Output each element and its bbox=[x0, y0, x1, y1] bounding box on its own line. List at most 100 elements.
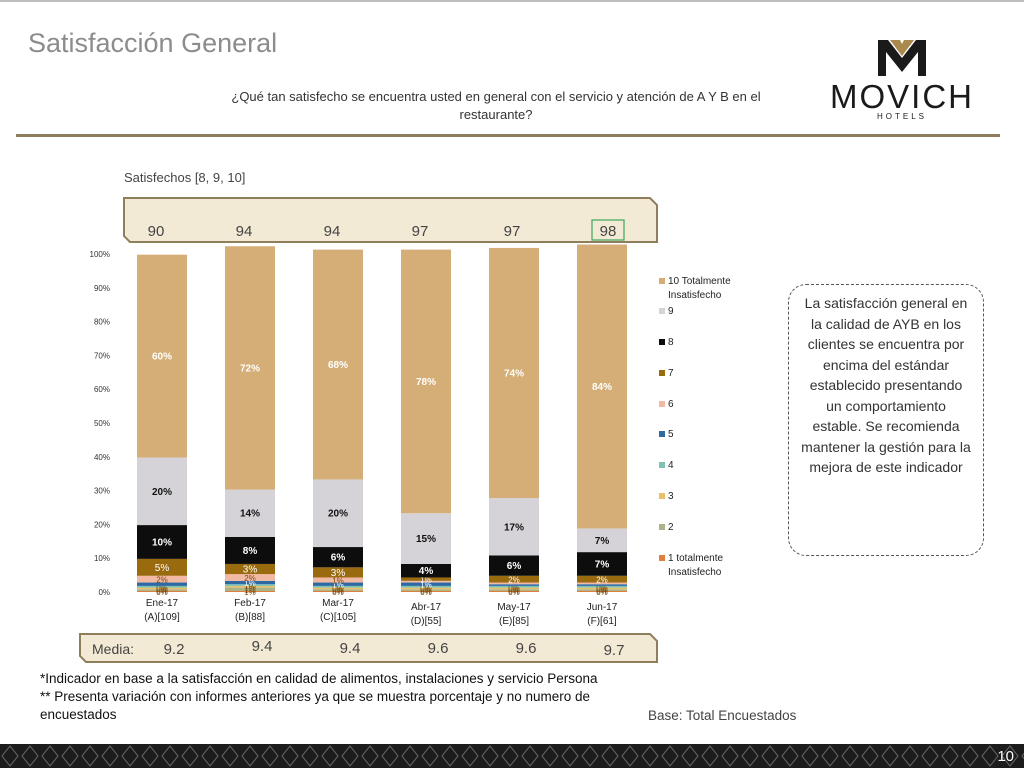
media-value: 9.2 bbox=[164, 641, 185, 658]
bar-segment bbox=[577, 585, 627, 588]
bar-segment bbox=[401, 249, 451, 514]
y-tick-label: 30% bbox=[94, 487, 110, 496]
bar-segment bbox=[313, 587, 363, 590]
x-tick-label: May-17 bbox=[497, 602, 531, 613]
media-value: 9.7 bbox=[604, 642, 625, 659]
bar-segment bbox=[225, 574, 275, 581]
bar-data-label: 0% bbox=[332, 587, 344, 596]
bar-data-label: 7% bbox=[595, 559, 610, 570]
bar-data-label: 1% bbox=[244, 586, 256, 595]
y-axis: 0% 10% 20% 30% 40% 50% 60% 70% 80% 90% 100% bbox=[90, 250, 110, 597]
bar-segment bbox=[577, 582, 627, 585]
bar-segment bbox=[225, 587, 275, 591]
bar-segment bbox=[489, 555, 539, 576]
bar-segment bbox=[577, 575, 627, 583]
bar-segment bbox=[225, 489, 275, 537]
y-tick-label: 0% bbox=[98, 588, 110, 597]
bar-data-label: 68% bbox=[328, 360, 348, 371]
bar-segment bbox=[577, 587, 627, 590]
x-tick-label: (D)[55] bbox=[411, 616, 442, 627]
bar-segment bbox=[489, 589, 539, 591]
bar-segment bbox=[225, 563, 275, 575]
y-tick-label: 60% bbox=[94, 385, 110, 394]
y-tick-label: 100% bbox=[90, 250, 110, 259]
stacked-bar-chart: 90 94 94 97 97 98 Media: 9.2 9.4 9.4 9.6 9.6 9.7 0%… bbox=[79, 197, 731, 663]
bar-data-label: 1% bbox=[244, 583, 256, 592]
bar-segment bbox=[577, 589, 627, 591]
bar-data-label: 60% bbox=[152, 352, 172, 363]
satisfied-value: 98 bbox=[600, 223, 617, 240]
bar-data-label: 74% bbox=[504, 368, 524, 379]
top-border bbox=[0, 0, 1024, 2]
legend-label: 4 bbox=[668, 460, 674, 471]
header-divider bbox=[16, 134, 1000, 137]
bar-data-label: 0% bbox=[156, 587, 168, 596]
bar-segment bbox=[313, 249, 363, 480]
bar-data-label: 7% bbox=[595, 536, 610, 547]
bar-data-label: 1% bbox=[332, 581, 344, 590]
bar-data-label: 0% bbox=[596, 585, 608, 594]
bar-data-label: 15% bbox=[416, 534, 436, 545]
legend-swatch bbox=[659, 339, 665, 345]
satisfied-label: Satisfechos [8, 9, 10] bbox=[124, 170, 246, 185]
satisfied-value: 94 bbox=[324, 223, 341, 240]
bar-data-label: 0% bbox=[332, 585, 344, 594]
legend-swatch bbox=[659, 431, 665, 437]
legend-label: 6 bbox=[668, 399, 674, 410]
bar-data-label: 0% bbox=[156, 583, 168, 592]
media-value: 9.6 bbox=[428, 640, 449, 657]
legend-label: Insatisfecho bbox=[668, 567, 722, 578]
bar-data-label: 4% bbox=[419, 566, 434, 577]
legend-swatch bbox=[659, 370, 665, 376]
bar-data-label: 10% bbox=[152, 537, 172, 548]
x-axis: Ene-17 (A)[109] Feb-17 (B)[88] Mar-17 (C)[105… bbox=[144, 598, 618, 627]
bar-segment bbox=[225, 246, 275, 490]
legend-label: Insatisfecho bbox=[668, 290, 722, 301]
bar-segment bbox=[313, 589, 363, 591]
legend-label: 5 bbox=[668, 429, 674, 440]
bar-data-label: 1% bbox=[420, 581, 432, 590]
bar-data-label: 1% bbox=[244, 579, 256, 588]
bar-data-label: 0% bbox=[332, 583, 344, 592]
bar-segment bbox=[489, 584, 539, 586]
bar-segment bbox=[489, 582, 539, 585]
media-label: Media: bbox=[92, 641, 134, 657]
movich-logo: MOVICH HOTELS bbox=[812, 36, 992, 126]
bar-data-label: 8% bbox=[243, 546, 258, 557]
legend-swatch bbox=[659, 555, 665, 561]
x-tick-label: (A)[109] bbox=[144, 612, 180, 623]
y-tick-label: 70% bbox=[94, 351, 110, 360]
bar-data-label: 1% bbox=[244, 588, 256, 597]
bar-segment bbox=[137, 254, 187, 458]
legend-swatch bbox=[659, 278, 665, 284]
bar-segment bbox=[137, 558, 187, 576]
y-tick-label: 40% bbox=[94, 453, 110, 462]
legend-label: 1 totalmente bbox=[668, 553, 723, 564]
page-title: Satisfacción General bbox=[28, 28, 278, 58]
bar-data-label: 0% bbox=[596, 587, 608, 596]
satisfied-value: 94 bbox=[236, 223, 253, 240]
bar-data-label: 14% bbox=[240, 509, 260, 520]
bar-segment bbox=[137, 575, 187, 583]
side-note: La satisfacción general en la calidad de… bbox=[788, 284, 984, 556]
bar-segment bbox=[489, 587, 539, 590]
media-value: 9.4 bbox=[340, 640, 361, 657]
legend-swatch bbox=[659, 493, 665, 499]
bar-data-label: 0% bbox=[508, 583, 520, 592]
satisfied-band: 90 94 94 97 97 98 bbox=[123, 197, 658, 243]
bottom-band bbox=[0, 744, 1024, 768]
legend: 10 Totalmente Insatisfecho 9 8 7 6 5 4 3 2 1 total… bbox=[659, 276, 731, 578]
y-tick-label: 50% bbox=[94, 419, 110, 428]
footnote-line-1: *Indicador en base a la satisfacción en … bbox=[40, 671, 598, 686]
bar-segment bbox=[225, 580, 275, 585]
bar-data-label: 1% bbox=[420, 576, 432, 585]
bar-segment bbox=[401, 563, 451, 578]
bar-segment bbox=[577, 552, 627, 576]
bottom-pattern-icon bbox=[0, 744, 1024, 768]
y-tick-label: 80% bbox=[94, 318, 110, 327]
bar-data-label: 0% bbox=[508, 588, 520, 597]
x-tick-label: (F)[61] bbox=[587, 616, 617, 627]
bar-segment bbox=[401, 513, 451, 564]
bar-segment bbox=[225, 585, 275, 588]
bar-segment bbox=[137, 525, 187, 559]
